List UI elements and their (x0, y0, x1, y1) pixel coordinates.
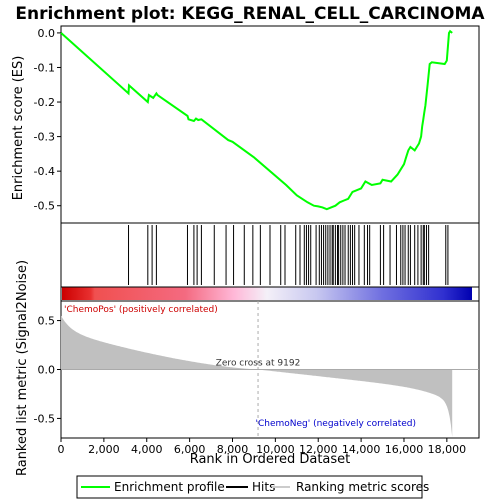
metric-y-tick-label: -0.5 (34, 412, 55, 425)
chart-title: Enrichment plot: KEGG_RENAL_CELL_CARCINO… (15, 4, 485, 24)
es-y-tick-label: -0.4 (34, 165, 55, 178)
x-tick-label: 12,000 (299, 443, 338, 456)
legend-hits-label: Hits (252, 480, 275, 494)
x-tick-label: 4,000 (131, 443, 163, 456)
hits-marks (128, 225, 449, 285)
metric-y-ticks: 0.5 0.0 -0.5 (34, 315, 61, 425)
metric-y-tick-label: 0.0 (38, 364, 56, 377)
legend-metric-label: Ranking metric scores (296, 480, 429, 494)
x-tick-label: 6,000 (174, 443, 206, 456)
x-tick-label: 2,000 (88, 443, 120, 456)
pos-correlated-label: 'ChemoPos' (positively correlated) (64, 305, 218, 315)
enrichment-profile-line (60, 29, 453, 211)
zero-cross-label: Zero cross at 9192 (216, 359, 301, 369)
neg-correlated-label: 'ChemoNeg' (negatively correlated) (256, 419, 417, 429)
es-y-tick-label: -0.3 (34, 131, 55, 144)
es-y-tick-label: -0.1 (34, 61, 55, 74)
es-panel (60, 25, 480, 224)
metric-y-axis-title: Ranked list metric (Signal2Noise) (15, 260, 30, 476)
es-y-tick-label: -0.2 (34, 96, 55, 109)
x-tick-label: 0 (58, 443, 65, 456)
legend-profile-label: Enrichment profile (114, 480, 225, 494)
x-tick-label: 14,000 (342, 443, 381, 456)
x-tick-label: 18,000 (428, 443, 467, 456)
legend-box (76, 475, 423, 499)
rank-color-bar (62, 287, 472, 300)
ranking-metric-area (61, 315, 453, 437)
x-tick-label: 8,000 (217, 443, 249, 456)
es-y-tick-label: -0.5 (34, 200, 55, 213)
x-axis-title: Rank in Ordered Dataset (190, 452, 351, 467)
es-y-axis-title: Enrichment score (ES) (11, 56, 26, 201)
x-tick-label: 16,000 (385, 443, 424, 456)
es-y-ticks: 0.0 -0.1 -0.2 -0.3 -0.4 -0.5 (34, 27, 61, 213)
x-axis-ticks: 0 2,000 4,000 6,000 8,000 10,000 12,000 14,000 1… (58, 438, 467, 456)
x-tick-label: 10,000 (256, 443, 295, 456)
metric-y-tick-label: 0.5 (38, 315, 56, 328)
es-y-tick-label: 0.0 (38, 27, 56, 40)
